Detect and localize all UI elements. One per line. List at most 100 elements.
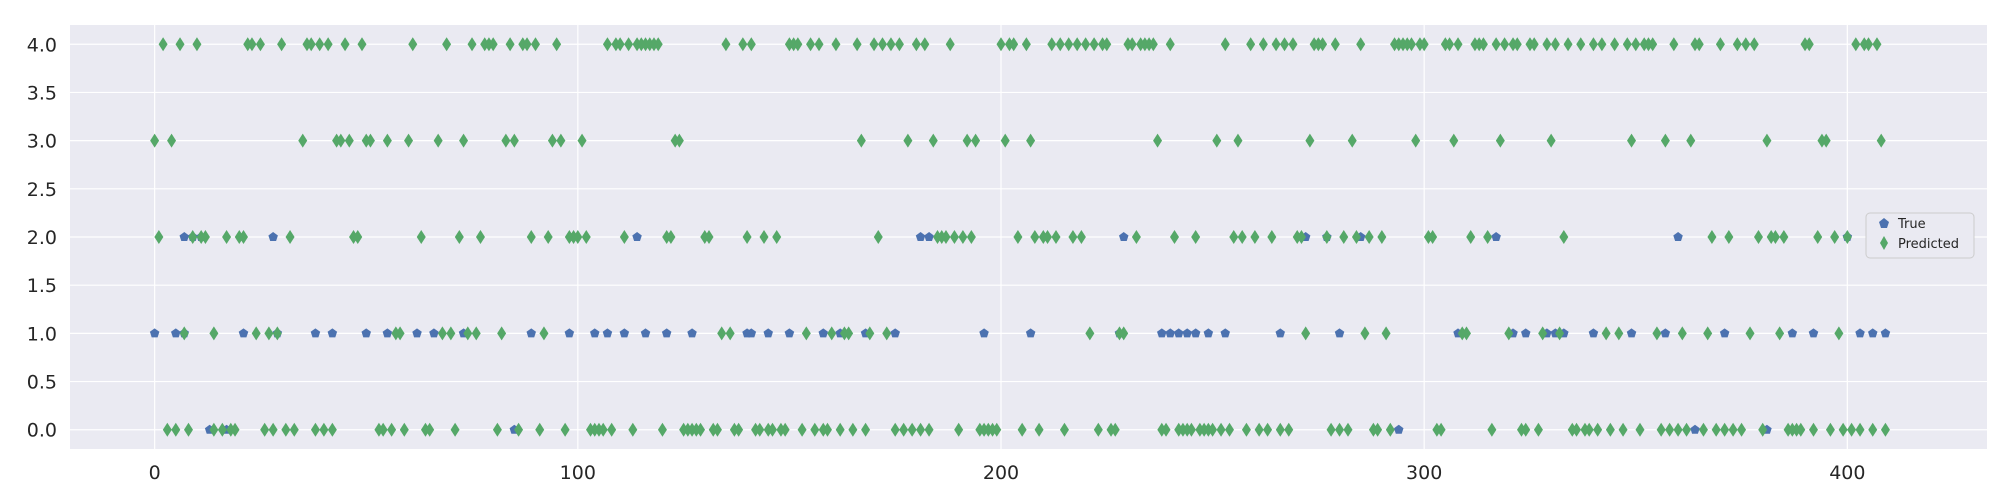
predicted-point	[1275, 422, 1285, 437]
predicted-point	[1208, 422, 1218, 437]
predicted-point	[1339, 230, 1349, 244]
predicted-point	[1872, 37, 1882, 52]
predicted-point	[200, 230, 210, 244]
x-tick-label: 300	[1406, 462, 1442, 484]
predicted-point	[814, 37, 824, 52]
y-tick-label: 0.5	[27, 372, 57, 394]
predicted-point	[962, 133, 972, 148]
predicted-point	[941, 230, 951, 244]
predicted-point	[1013, 230, 1023, 244]
predicted-point	[1072, 37, 1082, 52]
legend-true-marker	[1879, 218, 1889, 228]
predicted-point	[780, 422, 790, 437]
predicted-point	[1542, 37, 1552, 52]
predicted-point	[704, 230, 714, 244]
predicted-point	[382, 133, 392, 148]
predicted-point	[171, 422, 181, 437]
predicted-point	[793, 37, 803, 52]
true-point	[746, 328, 757, 338]
predicted-point	[539, 326, 549, 341]
predicted-point	[1009, 37, 1019, 52]
predicted-point	[1263, 422, 1273, 437]
true-point	[1787, 328, 1798, 338]
predicted-point	[1775, 326, 1785, 341]
y-tick-label: 1.0	[27, 323, 57, 345]
predicted-point	[848, 422, 858, 437]
predicted-point	[1131, 230, 1141, 244]
predicted-point	[1169, 230, 1179, 244]
predicted-point	[971, 133, 981, 148]
predicted-point	[734, 422, 744, 437]
predicted-point	[831, 37, 841, 52]
predicted-point	[154, 230, 164, 244]
predicted-point	[260, 422, 270, 437]
predicted-point	[657, 422, 667, 437]
predicted-point	[746, 37, 756, 52]
predicted-point	[526, 230, 536, 244]
predicted-point	[1605, 422, 1615, 437]
predicted-point	[1758, 422, 1768, 437]
predicted-point	[1698, 422, 1708, 437]
predicted-point	[514, 422, 524, 437]
predicted-point	[1233, 133, 1243, 148]
true-point	[1334, 328, 1345, 338]
predicted-point	[323, 37, 333, 52]
predicted-point	[552, 37, 562, 52]
predicted-point	[1711, 422, 1721, 437]
predicted-point	[1000, 133, 1010, 148]
true-point	[1868, 328, 1878, 338]
predicted-point	[602, 37, 612, 52]
predicted-point	[1461, 326, 1471, 341]
predicted-point	[717, 326, 727, 341]
predicted-point	[1720, 422, 1730, 437]
true-point	[1626, 328, 1637, 338]
predicted-point	[1246, 37, 1256, 52]
predicted-point	[1677, 326, 1687, 341]
predicted-point	[467, 37, 477, 52]
predicted-point	[1665, 422, 1675, 437]
legend-box	[1865, 212, 1975, 259]
predicted-point	[907, 422, 917, 437]
true-point	[171, 328, 181, 338]
predicted-point	[1584, 422, 1594, 437]
predicted-point	[696, 422, 706, 437]
legend: True Predicted	[1865, 212, 1975, 259]
true-point	[1025, 328, 1036, 338]
predicted-point	[1229, 230, 1239, 244]
predicted-point	[1318, 37, 1328, 52]
true-point	[602, 328, 613, 338]
predicted-point	[1026, 133, 1036, 148]
predicted-point	[1030, 230, 1040, 244]
y-tick-label: 3.5	[27, 82, 57, 104]
true-point	[382, 328, 393, 338]
predicted-point	[1356, 37, 1366, 52]
predicted-point	[822, 422, 832, 437]
true-point	[640, 328, 651, 338]
predicted-point	[861, 422, 871, 437]
y-axis-ticks: 0.0 0.5 1.0 1.5 2.0 2.5 3.0 3.5 4.0	[27, 34, 57, 441]
predicted-point	[1631, 37, 1641, 52]
predicted-point	[1064, 37, 1074, 52]
predicted-point	[1406, 37, 1416, 52]
predicted-point	[856, 133, 866, 148]
predicted-point	[1487, 422, 1497, 437]
predicted-point	[1597, 37, 1607, 52]
true-point	[1808, 328, 1819, 338]
predicted-point	[289, 422, 299, 437]
predicted-point	[547, 133, 557, 148]
predicted-point	[1280, 37, 1290, 52]
predicted-point	[175, 37, 185, 52]
predicted-point	[1483, 230, 1493, 244]
predicted-point	[899, 422, 909, 437]
predicted-point	[1728, 422, 1738, 437]
predicted-point	[810, 422, 820, 437]
predicted-point	[1593, 422, 1603, 437]
predicted-point	[1572, 422, 1582, 437]
predicted-point	[1694, 37, 1704, 52]
predicted-point	[628, 422, 638, 437]
predicted-point	[1017, 422, 1027, 437]
predicted-point	[598, 422, 608, 437]
predicted-point	[903, 133, 913, 148]
predicted-point	[1322, 230, 1332, 244]
predicted-point	[1296, 230, 1306, 244]
